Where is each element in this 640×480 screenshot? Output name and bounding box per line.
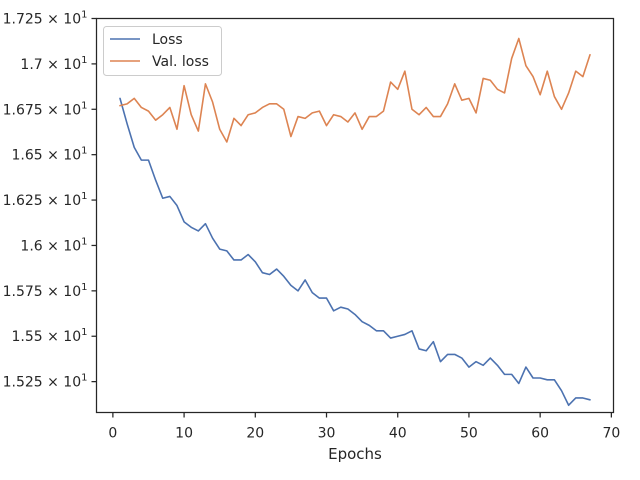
y-tick-mantissa: 1.725 × 10 bbox=[3, 12, 82, 28]
y-tick-label: 1.6 × 101 bbox=[20, 236, 87, 254]
x-tick-label: 0 bbox=[108, 426, 117, 442]
x-tick-label: 20 bbox=[246, 426, 264, 442]
y-tick-label: 1.65 × 101 bbox=[12, 146, 88, 164]
y-tick-exponent: 1 bbox=[81, 236, 87, 247]
plot-background bbox=[96, 18, 614, 413]
series-lines bbox=[119, 37, 591, 407]
x-tick-label: 40 bbox=[389, 426, 407, 442]
y-tick-label: 1.575 × 101 bbox=[3, 282, 88, 300]
y-tick-label: 1.725 × 101 bbox=[3, 10, 88, 28]
legend: Loss Val. loss bbox=[103, 26, 222, 76]
y-tick-mantissa: 1.575 × 10 bbox=[3, 284, 82, 300]
legend-label-val-loss: Val. loss bbox=[152, 54, 209, 70]
x-tick-label: 50 bbox=[460, 426, 478, 442]
y-tick-exponent: 1 bbox=[81, 146, 87, 157]
y-tick-mantissa: 1.675 × 10 bbox=[3, 102, 82, 118]
y-tick-mantissa: 1.525 × 10 bbox=[3, 375, 82, 391]
x-axis-title: Epochs bbox=[328, 445, 382, 463]
y-tick-exponent: 1 bbox=[81, 327, 87, 338]
y-tick-exponent: 1 bbox=[81, 191, 87, 202]
plot-frame bbox=[95, 17, 615, 414]
series-line-loss bbox=[119, 97, 591, 407]
x-tick-label: 60 bbox=[531, 426, 549, 442]
series-line-val-loss bbox=[119, 37, 591, 143]
y-tick-mantissa: 1.625 × 10 bbox=[3, 193, 82, 209]
legend-label-loss: Loss bbox=[152, 32, 183, 48]
y-tick-mantissa: 1.6 × 10 bbox=[20, 238, 81, 254]
x-tick-label: 30 bbox=[318, 426, 336, 442]
y-tick-label: 1.675 × 101 bbox=[3, 100, 88, 118]
x-axis-ticks: 0 10 20 30 40 50 60 70 bbox=[108, 412, 620, 442]
y-tick-exponent: 1 bbox=[81, 373, 87, 384]
y-tick-exponent: 1 bbox=[81, 10, 87, 21]
x-tick-label: 10 bbox=[175, 426, 193, 442]
y-tick-exponent: 1 bbox=[81, 282, 87, 293]
y-tick-label: 1.625 × 101 bbox=[3, 191, 88, 209]
y-tick-label: 1.55 × 101 bbox=[12, 327, 88, 345]
y-tick-exponent: 1 bbox=[81, 100, 87, 111]
y-tick-exponent: 1 bbox=[81, 55, 87, 66]
y-tick-mantissa: 1.55 × 10 bbox=[12, 329, 82, 345]
y-tick-label: 1.525 × 101 bbox=[3, 373, 88, 391]
y-tick-label: 1.7 × 101 bbox=[20, 55, 87, 73]
x-tick-label: 70 bbox=[602, 426, 620, 442]
y-tick-mantissa: 1.7 × 10 bbox=[20, 57, 81, 73]
y-tick-mantissa: 1.65 × 10 bbox=[12, 148, 82, 164]
